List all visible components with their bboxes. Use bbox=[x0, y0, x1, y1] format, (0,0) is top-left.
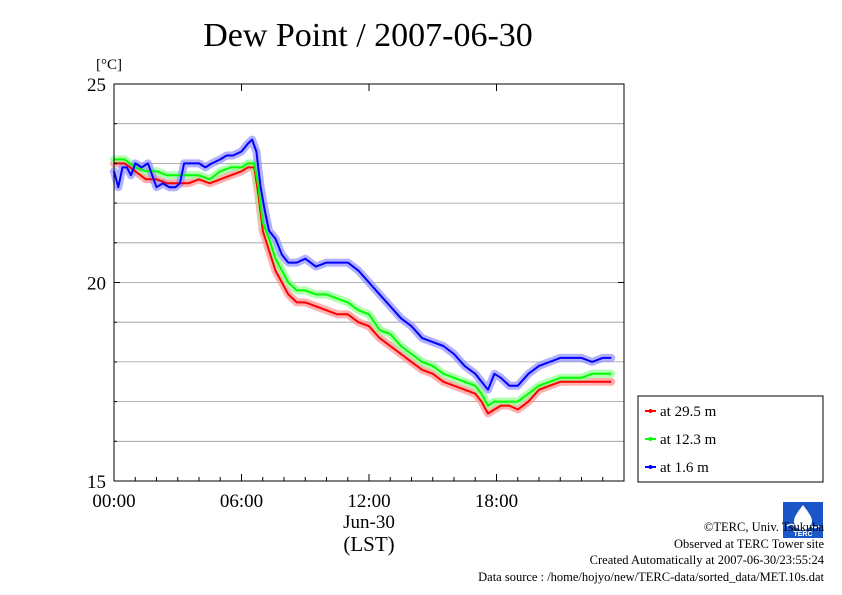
legend-label: at 1.6 m bbox=[660, 460, 709, 476]
logo-text: TERC bbox=[793, 531, 812, 538]
copyright-text: ©TERC, Univ. Tsukuba bbox=[703, 520, 824, 534]
legend-label: at 12.3 m bbox=[660, 432, 717, 448]
footer-credits: ©TERC, Univ. Tsukuba Observed at TERC To… bbox=[478, 519, 824, 585]
created-text: Created Automatically at 2007-06-30/23:5… bbox=[589, 553, 824, 567]
legend-box bbox=[637, 395, 824, 483]
y-tick-label: 25 bbox=[87, 75, 106, 96]
legend-marker bbox=[648, 465, 653, 469]
y-tick-label: 20 bbox=[87, 274, 106, 295]
site-text: Observed at TERC Tower site bbox=[673, 536, 824, 551]
y-axis-ticks: 15 20 25 bbox=[87, 75, 624, 493]
x-tick-label: 06:00 bbox=[220, 491, 263, 512]
legend-label: at 29.5 m bbox=[660, 404, 717, 420]
legend: at 29.5 m at 12.3 m at 1.6 m bbox=[637, 395, 824, 483]
x-tick-label: 12:00 bbox=[347, 491, 390, 512]
series-band bbox=[110, 159, 616, 418]
x-axis-date-label: Jun-30 bbox=[343, 512, 395, 533]
series-line bbox=[114, 162, 612, 415]
series-line bbox=[114, 158, 612, 407]
legend-marker bbox=[648, 437, 653, 441]
terc-logo-icon: TERC bbox=[783, 502, 823, 538]
y-tick-label: 15 bbox=[87, 472, 106, 493]
chart-title: Dew Point / 2007-06-30 bbox=[203, 17, 533, 54]
y-axis-label: [°C] bbox=[96, 57, 122, 73]
x-tick-label: 00:00 bbox=[92, 491, 135, 512]
x-axis-ticks: 00:00 06:00 12:00 18:00 bbox=[92, 84, 604, 512]
series-lines bbox=[113, 138, 612, 415]
x-axis-timezone-label: (LST) bbox=[343, 532, 394, 556]
x-tick-label: 18:00 bbox=[475, 491, 518, 512]
source-text: Data source : /home/hojyo/new/TERC-data/… bbox=[478, 569, 824, 584]
series-line bbox=[113, 138, 612, 391]
legend-marker bbox=[648, 409, 653, 413]
